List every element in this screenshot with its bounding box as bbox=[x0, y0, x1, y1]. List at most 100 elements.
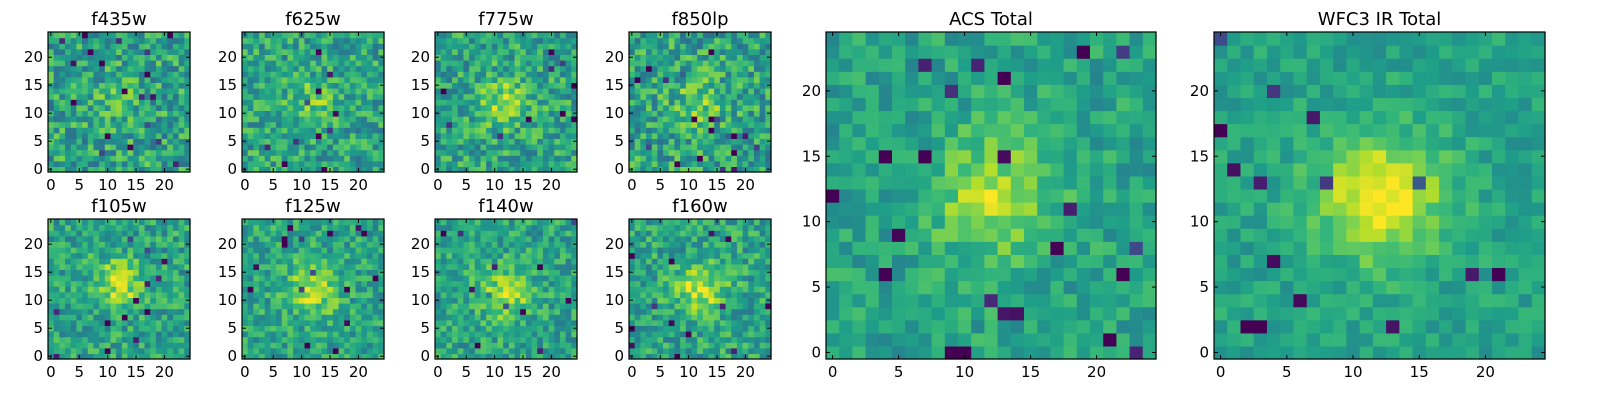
heatmap-cell bbox=[293, 116, 300, 123]
heatmap-cell bbox=[361, 43, 368, 50]
heatmap-cell bbox=[697, 116, 704, 123]
heatmap-cell bbox=[525, 336, 533, 343]
heatmap-cell bbox=[634, 71, 641, 78]
heatmap-cell bbox=[349, 54, 357, 61]
heatmap-cell bbox=[127, 219, 134, 226]
heatmap-cell bbox=[486, 308, 493, 315]
heatmap-cell bbox=[65, 48, 72, 55]
heatmap-cell bbox=[531, 160, 538, 167]
heatmap-cell bbox=[697, 93, 704, 100]
heatmap-cell bbox=[315, 54, 323, 61]
heatmap-cell bbox=[629, 65, 636, 72]
heatmap-cell bbox=[76, 76, 83, 83]
heatmap-cell bbox=[253, 71, 260, 78]
heatmap-cell bbox=[338, 291, 345, 298]
heatmap-cell bbox=[48, 160, 55, 167]
heatmap-cell bbox=[287, 325, 294, 332]
heatmap-cell bbox=[697, 65, 704, 72]
heatmap-cell bbox=[59, 258, 66, 265]
heatmap-cell bbox=[178, 93, 185, 100]
heatmap-cell bbox=[259, 308, 266, 315]
heatmap-cell bbox=[691, 155, 698, 162]
heatmap-cell bbox=[542, 308, 550, 315]
heatmap-cell bbox=[525, 258, 533, 265]
heatmap-cell bbox=[281, 166, 289, 173]
heatmap-cell bbox=[646, 291, 653, 298]
heatmap-cell bbox=[144, 121, 151, 128]
heatmap-cell bbox=[293, 297, 300, 304]
heatmap-cell bbox=[259, 166, 266, 173]
heatmap-cell bbox=[155, 291, 163, 298]
heatmap-cell bbox=[65, 149, 72, 156]
heatmap-cell bbox=[480, 353, 487, 360]
heatmap-cell bbox=[184, 275, 191, 282]
heatmap-cell bbox=[87, 269, 95, 276]
heatmap-cell bbox=[691, 93, 698, 100]
heatmap-cell bbox=[719, 286, 727, 293]
heatmap-cell bbox=[138, 303, 146, 310]
heatmap-cell bbox=[542, 160, 550, 167]
heatmap-cell bbox=[281, 235, 289, 242]
heatmap-cell bbox=[366, 342, 374, 349]
heatmap-cell bbox=[719, 353, 727, 360]
heatmap-cell bbox=[765, 275, 772, 282]
heatmap-cell bbox=[304, 263, 311, 270]
heatmap-cell bbox=[657, 93, 664, 100]
heatmap-cell bbox=[748, 104, 755, 111]
heatmap-cell bbox=[293, 247, 300, 254]
heatmap-cell bbox=[349, 155, 357, 162]
heatmap-cell bbox=[48, 116, 55, 123]
heatmap-cell bbox=[719, 48, 727, 55]
heatmap-cell bbox=[93, 331, 100, 338]
heatmap-cell bbox=[116, 54, 123, 61]
heatmap-cell bbox=[253, 336, 260, 343]
heatmap-cell bbox=[167, 269, 174, 276]
heatmap-cell bbox=[753, 121, 761, 128]
heatmap-cell bbox=[53, 247, 60, 254]
heatmap-cell bbox=[264, 65, 271, 72]
heatmap-cell bbox=[150, 155, 157, 162]
heatmap-cell bbox=[759, 342, 766, 349]
heatmap-cell bbox=[287, 252, 294, 259]
heatmap-cell bbox=[440, 48, 447, 55]
heatmap-cell bbox=[571, 230, 578, 237]
heatmap-cell bbox=[531, 353, 538, 360]
heatmap-cell bbox=[719, 303, 727, 310]
heatmap-cell bbox=[184, 32, 191, 39]
heatmap-cell bbox=[657, 303, 664, 310]
heatmap-cell bbox=[542, 269, 550, 276]
y-tick-label: 5 bbox=[227, 319, 237, 337]
heatmap-cell bbox=[719, 88, 727, 95]
heatmap-cell bbox=[680, 319, 687, 326]
heatmap-cell bbox=[520, 269, 527, 276]
heatmap-cell bbox=[559, 303, 567, 310]
heatmap-cell bbox=[457, 263, 464, 270]
axes-frame bbox=[47, 31, 191, 173]
heatmap-cell bbox=[104, 116, 112, 123]
heatmap-cell bbox=[121, 297, 129, 304]
heatmap-cell bbox=[731, 331, 738, 338]
heatmap-cell bbox=[247, 82, 254, 89]
heatmap-cell bbox=[93, 314, 100, 321]
heatmap-cell bbox=[753, 160, 761, 167]
heatmap-cell bbox=[276, 286, 283, 293]
heatmap-cell bbox=[640, 110, 647, 117]
heatmap-cell bbox=[332, 319, 340, 326]
heatmap-cell bbox=[298, 43, 306, 50]
heatmap-cell bbox=[366, 93, 374, 100]
heatmap-cell bbox=[332, 258, 340, 265]
heatmap-cell bbox=[725, 37, 732, 44]
heatmap-cell bbox=[452, 286, 459, 293]
heatmap-cell bbox=[327, 82, 334, 89]
heatmap-cell bbox=[491, 127, 499, 134]
heatmap-cell bbox=[127, 297, 134, 304]
heatmap-cell bbox=[474, 144, 482, 151]
heatmap-cell bbox=[697, 104, 704, 111]
heatmap-cell bbox=[65, 342, 72, 349]
heatmap-cell bbox=[503, 303, 510, 310]
heatmap-cell bbox=[559, 88, 567, 95]
heatmap-cell bbox=[736, 110, 744, 117]
heatmap-cell bbox=[110, 65, 117, 72]
heatmap-cell bbox=[361, 116, 368, 123]
heatmap-cell bbox=[725, 48, 732, 55]
